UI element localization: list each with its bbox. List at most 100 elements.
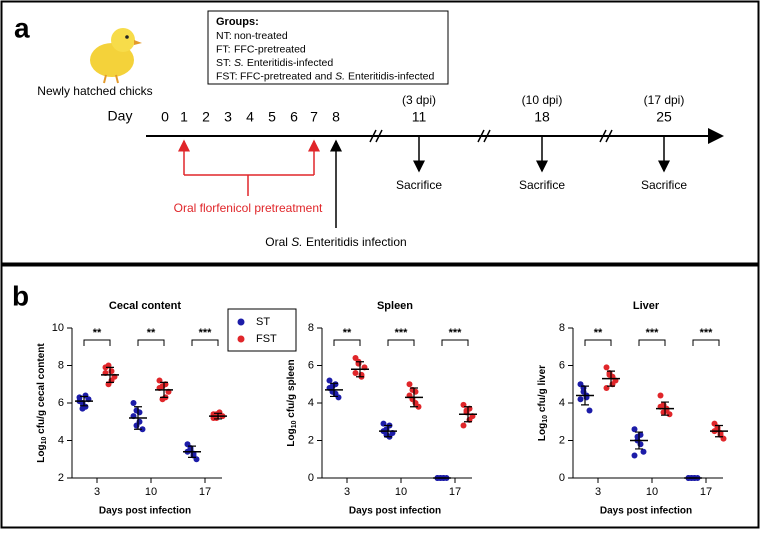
text-part: FFC-pretreated and <box>240 70 335 82</box>
panel-b-frame <box>0 264 760 529</box>
y-tick-label: 0 <box>559 472 565 484</box>
error-bar <box>464 406 472 423</box>
significance-label: ** <box>594 327 603 339</box>
text-part: 10 <box>542 415 549 423</box>
y-tick-label: 4 <box>58 434 64 446</box>
y-tick-label: 10 <box>52 322 64 334</box>
text-part: Enteritidis-infected <box>345 70 434 82</box>
significance-bracket <box>584 339 612 346</box>
data-point <box>335 394 342 401</box>
significance-label: *** <box>199 327 213 339</box>
y-tick-label: 6 <box>308 359 314 371</box>
error-bar <box>715 424 723 438</box>
text-part: Log <box>36 444 47 462</box>
group-code: ST: <box>216 57 231 69</box>
day-number: 6 <box>290 109 298 125</box>
legend-marker <box>237 335 245 343</box>
dpi-label: (3 dpi) <box>402 93 436 107</box>
y-axis-label: Log10 cfu/g cecal content <box>36 343 48 463</box>
text-part: Enteritidis-infected <box>244 57 333 69</box>
panel-label: b <box>12 280 29 311</box>
y-tick-label: 0 <box>308 472 314 484</box>
data-point <box>79 405 86 412</box>
error-bar <box>214 412 222 420</box>
x-tick-label: 10 <box>395 486 407 498</box>
error-bar <box>384 424 392 438</box>
chick-caption: Newly hatched chicks <box>37 84 152 98</box>
day-number: 4 <box>246 109 254 125</box>
legend-box <box>227 308 297 352</box>
text-part: Log <box>537 423 548 441</box>
y-tick-label: 6 <box>58 397 64 409</box>
day-number: 8 <box>332 109 340 125</box>
text-part: Log <box>286 428 297 446</box>
significance-bracket <box>692 339 720 346</box>
x-tick-label: 3 <box>94 486 100 498</box>
significance-bracket <box>333 339 361 346</box>
error-bar <box>410 387 418 408</box>
chart-title: Spleen <box>377 300 413 312</box>
error-bar <box>581 385 589 406</box>
x-tick-label: 10 <box>646 486 658 498</box>
y-tick-label: 2 <box>58 472 64 484</box>
data-point <box>640 448 647 455</box>
text-part: 10 <box>291 420 298 428</box>
y-tick-label: 8 <box>559 322 565 334</box>
x-axis-label: Days post infection <box>99 506 191 517</box>
data-point <box>139 426 146 433</box>
legend-marker <box>237 318 245 326</box>
significance-label: ** <box>93 327 102 339</box>
day-number: 3 <box>224 109 232 125</box>
x-tick-label: 3 <box>344 486 350 498</box>
text-part: cfu/g spleen <box>286 359 297 420</box>
x-tick-label: 17 <box>700 486 712 498</box>
y-axis-label: Log10 cfu/g liver <box>537 365 549 441</box>
text-part: 10 <box>41 437 48 445</box>
y-tick-label: 6 <box>559 359 565 371</box>
groups-title: Groups: <box>216 16 259 28</box>
day-number: 2 <box>202 109 210 125</box>
text-part: S. <box>291 235 302 249</box>
significance-bracket <box>387 339 415 346</box>
panel-a-frame <box>0 0 760 265</box>
significance-label: *** <box>646 327 660 339</box>
group-code: NT: <box>216 30 232 42</box>
significance-label: ** <box>343 327 352 339</box>
x-axis-label: Days post infection <box>600 506 692 517</box>
data-point <box>631 452 638 459</box>
x-tick-label: 17 <box>199 486 211 498</box>
y-tick-label: 4 <box>308 397 314 409</box>
text-part: Oral <box>265 235 291 249</box>
group-description: FFC-pretreated <box>234 43 306 55</box>
day-number: 11 <box>412 109 427 125</box>
day-number: 1 <box>180 109 188 125</box>
data-point <box>352 370 359 376</box>
group-description: non-treated <box>234 30 288 42</box>
pretreatment-bracket <box>178 139 320 196</box>
group-code: FT: <box>216 43 231 55</box>
significance-bracket <box>441 339 469 346</box>
text-part: S. <box>335 70 345 82</box>
axis-breaks <box>369 129 613 143</box>
error-bar <box>134 406 142 430</box>
day-number: 0 <box>161 109 169 125</box>
error-bar <box>80 395 88 407</box>
significance-label: *** <box>449 327 463 339</box>
data-point <box>460 422 467 429</box>
data-point <box>326 377 333 384</box>
chart-title: Liver <box>633 300 660 312</box>
day-label: Day <box>108 108 133 124</box>
error-bar <box>106 366 114 383</box>
y-tick-label: 2 <box>308 434 314 446</box>
text-part: cfu/g liver <box>537 365 548 415</box>
dpi-label: (10 dpi) <box>522 93 563 107</box>
data-point <box>130 400 137 406</box>
data-point <box>657 392 664 399</box>
significance-label: ** <box>147 327 156 339</box>
y-tick-label: 2 <box>559 434 565 446</box>
data-point <box>577 396 584 403</box>
x-tick-label: 17 <box>449 486 461 498</box>
chart-title: Cecal content <box>109 300 181 312</box>
error-bar <box>330 382 338 398</box>
